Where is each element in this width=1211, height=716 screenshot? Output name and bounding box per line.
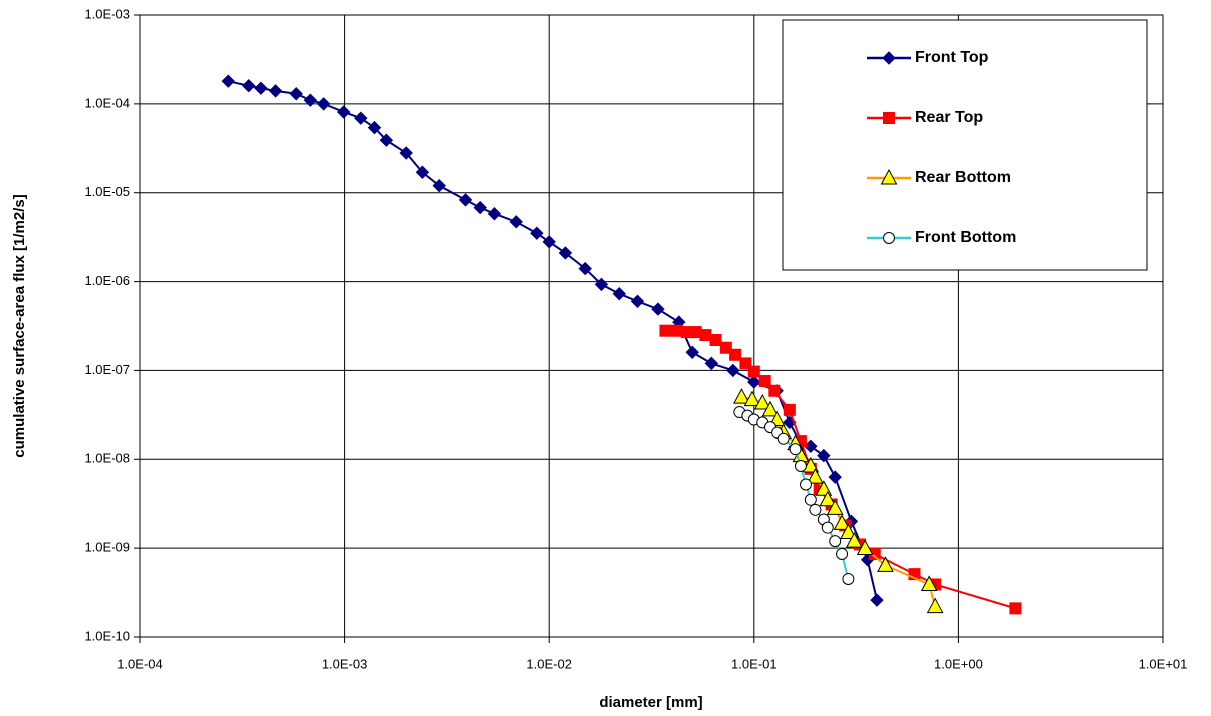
marker bbox=[768, 410, 786, 427]
marker bbox=[804, 493, 817, 506]
marker bbox=[578, 261, 592, 276]
x-tick-label: 1.0E-03 bbox=[322, 656, 368, 671]
marker bbox=[704, 356, 719, 371]
marker bbox=[920, 575, 938, 591]
legend-text: Rear Top bbox=[915, 109, 983, 126]
legend-box bbox=[782, 19, 1148, 271]
marker bbox=[726, 363, 740, 378]
marker bbox=[558, 246, 573, 260]
marker bbox=[399, 146, 413, 160]
marker bbox=[594, 277, 609, 292]
marker bbox=[487, 207, 502, 221]
marker bbox=[612, 287, 626, 301]
marker bbox=[826, 499, 844, 515]
marker bbox=[473, 200, 487, 215]
y-tick-label: 1.0E-06 bbox=[84, 273, 130, 288]
marker bbox=[221, 74, 235, 88]
marker bbox=[542, 235, 556, 249]
y-tick-label: 1.0E-10 bbox=[84, 628, 130, 643]
y-tick-label: 1.0E-08 bbox=[84, 451, 130, 466]
marker bbox=[747, 365, 760, 378]
marker bbox=[758, 375, 771, 388]
marker bbox=[747, 375, 761, 389]
legend-marker bbox=[883, 232, 895, 244]
marker bbox=[753, 393, 771, 410]
marker bbox=[316, 97, 331, 111]
y-tick-label: 1.0E-05 bbox=[84, 184, 130, 199]
marker bbox=[268, 84, 283, 98]
marker bbox=[821, 521, 834, 534]
marker bbox=[845, 532, 863, 548]
marker bbox=[761, 400, 779, 417]
marker bbox=[840, 523, 857, 539]
marker bbox=[458, 193, 473, 207]
marker bbox=[733, 388, 750, 404]
marker bbox=[303, 93, 318, 107]
marker bbox=[509, 215, 523, 229]
marker bbox=[829, 535, 842, 548]
marker bbox=[807, 468, 824, 484]
marker bbox=[833, 514, 851, 530]
marker bbox=[877, 556, 894, 572]
marker bbox=[254, 81, 268, 95]
series-line bbox=[228, 80, 878, 601]
marker bbox=[809, 503, 822, 516]
marker bbox=[817, 448, 831, 463]
marker bbox=[802, 456, 820, 473]
x-tick-label: 1.0E+01 bbox=[1139, 656, 1188, 671]
marker bbox=[768, 384, 781, 397]
marker bbox=[699, 329, 712, 342]
legend-marker bbox=[883, 112, 895, 124]
marker bbox=[415, 165, 430, 179]
legend-text: Rear Bottom bbox=[915, 169, 1011, 186]
marker bbox=[842, 572, 855, 585]
marker bbox=[336, 105, 351, 119]
y-tick-label: 1.0E-03 bbox=[84, 6, 130, 21]
marker bbox=[739, 357, 752, 370]
y-axis-title: cumulative surface-area flux [1/m2/s] bbox=[11, 194, 28, 457]
marker bbox=[651, 302, 665, 316]
x-tick-label: 1.0E-01 bbox=[731, 656, 777, 671]
marker bbox=[354, 111, 368, 125]
marker bbox=[709, 334, 722, 347]
y-tick-label: 1.0E-09 bbox=[84, 540, 130, 555]
marker bbox=[819, 490, 837, 507]
marker bbox=[659, 324, 672, 337]
marker bbox=[719, 341, 732, 354]
x-axis-title: diameter [mm] bbox=[599, 694, 702, 711]
y-tick-label: 1.0E-07 bbox=[84, 362, 130, 377]
legend-text: Front Bottom bbox=[915, 229, 1016, 246]
marker bbox=[1009, 602, 1022, 615]
marker bbox=[800, 478, 813, 491]
x-tick-label: 1.0E+00 bbox=[934, 656, 983, 671]
marker bbox=[379, 133, 394, 147]
marker bbox=[836, 547, 849, 560]
marker bbox=[870, 593, 884, 607]
legend-marker bbox=[880, 168, 898, 185]
marker bbox=[242, 79, 256, 93]
marker bbox=[432, 178, 446, 193]
marker bbox=[630, 294, 645, 308]
marker bbox=[794, 460, 807, 473]
y-tick-label: 1.0E-04 bbox=[84, 95, 130, 110]
marker bbox=[926, 597, 944, 614]
marker bbox=[289, 87, 303, 101]
marker bbox=[530, 226, 544, 240]
marker bbox=[777, 432, 790, 445]
marker bbox=[908, 568, 921, 581]
marker bbox=[828, 470, 842, 484]
marker bbox=[685, 345, 699, 359]
x-tick-label: 1.0E-02 bbox=[526, 656, 572, 671]
marker bbox=[367, 120, 382, 135]
marker bbox=[783, 403, 796, 416]
marker bbox=[670, 324, 683, 337]
x-tick-label: 1.0E-04 bbox=[117, 656, 163, 671]
legend-text: Front Top bbox=[915, 49, 989, 66]
marker bbox=[729, 348, 742, 361]
marker bbox=[743, 390, 761, 407]
marker bbox=[856, 539, 874, 556]
legend-marker bbox=[882, 51, 896, 65]
marker bbox=[789, 443, 802, 456]
